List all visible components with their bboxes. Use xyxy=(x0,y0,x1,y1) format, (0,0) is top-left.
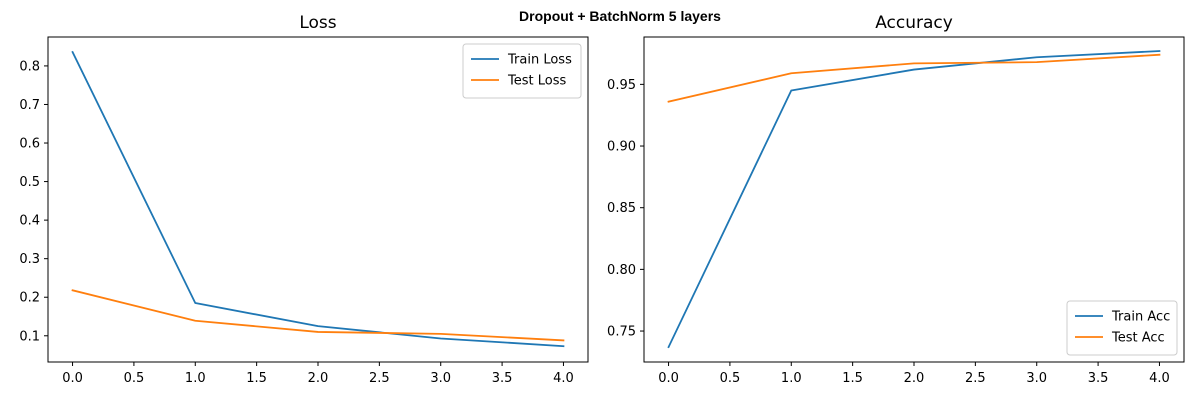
accuracy-title: Accuracy xyxy=(875,13,953,33)
loss-y-tick-label: 0.8 xyxy=(19,59,40,74)
loss-x-tick-label: 1.0 xyxy=(185,371,206,386)
loss-y-tick-label: 0.7 xyxy=(19,98,40,113)
loss-subplot: Loss 0.0 0.5 1.0 1.5 2.0 2.5 3.0 3.5 4.0 0.1 0.2 0.3… xyxy=(19,13,589,386)
loss-y-tick-label: 0.3 xyxy=(19,252,40,267)
loss-y-tick-label: 0.2 xyxy=(19,291,40,306)
accuracy-x-tick-label: 4.0 xyxy=(1149,371,1170,386)
loss-x-tick-label: 0.5 xyxy=(124,371,145,386)
accuracy-x-tick-label: 3.5 xyxy=(1088,371,1109,386)
test-loss-line xyxy=(71,289,565,342)
accuracy-x-tick-label: 2.0 xyxy=(904,371,925,386)
loss-y-tick-label: 0.5 xyxy=(19,175,40,190)
test-acc-line xyxy=(667,53,1161,103)
loss-x-tick-label: 0.0 xyxy=(62,371,83,386)
loss-x-tick-label: 3.0 xyxy=(430,371,451,386)
loss-x-tick-label: 1.5 xyxy=(246,371,267,386)
accuracy-legend-frame xyxy=(1066,300,1178,356)
test-loss-legend-label: Test Loss xyxy=(507,74,566,89)
loss-x-tick-label: 2.5 xyxy=(369,371,390,386)
loss-x-tick-label: 4.0 xyxy=(553,371,574,386)
loss-y-tick-label: 0.1 xyxy=(19,329,40,344)
loss-x-tick-label: 3.5 xyxy=(492,371,513,386)
loss-y-tick-label: 0.4 xyxy=(19,214,40,229)
accuracy-x-tick-label: 0.5 xyxy=(720,371,741,386)
figure-suptitle: Dropout + BatchNorm 5 layers xyxy=(519,8,721,24)
accuracy-x-tick-label: 1.0 xyxy=(781,371,802,386)
loss-title: Loss xyxy=(299,13,336,33)
loss-x-tick-label: 2.0 xyxy=(308,371,329,386)
test-acc-legend-label: Test Acc xyxy=(1111,331,1165,346)
train-acc-line xyxy=(667,50,1161,349)
loss-legend: Train Loss Test Loss xyxy=(462,43,582,99)
accuracy-y-tick-label: 0.80 xyxy=(607,263,636,278)
train-loss-line xyxy=(71,50,565,348)
accuracy-x-tick-label: 0.0 xyxy=(658,371,679,386)
train-loss-legend-label: Train Loss xyxy=(507,53,572,68)
accuracy-legend: Train Acc Test Acc xyxy=(1066,300,1178,356)
loss-legend-frame xyxy=(462,43,582,99)
accuracy-subplot: Accuracy 0.0 0.5 1.0 1.5 2.0 2.5 3.0 3.5 4.0 0.75 0… xyxy=(607,13,1185,386)
accuracy-y-tick-label: 0.75 xyxy=(607,325,636,340)
accuracy-y-tick-label: 0.95 xyxy=(607,78,636,93)
accuracy-x-tick-label: 2.5 xyxy=(965,371,986,386)
accuracy-y-tick-label: 0.90 xyxy=(607,140,636,155)
loss-y-tick-label: 0.6 xyxy=(19,137,40,152)
accuracy-y-tick-label: 0.85 xyxy=(607,201,636,216)
accuracy-x-tick-label: 3.0 xyxy=(1026,371,1047,386)
train-acc-legend-label: Train Acc xyxy=(1111,310,1170,325)
accuracy-x-tick-label: 1.5 xyxy=(842,371,863,386)
